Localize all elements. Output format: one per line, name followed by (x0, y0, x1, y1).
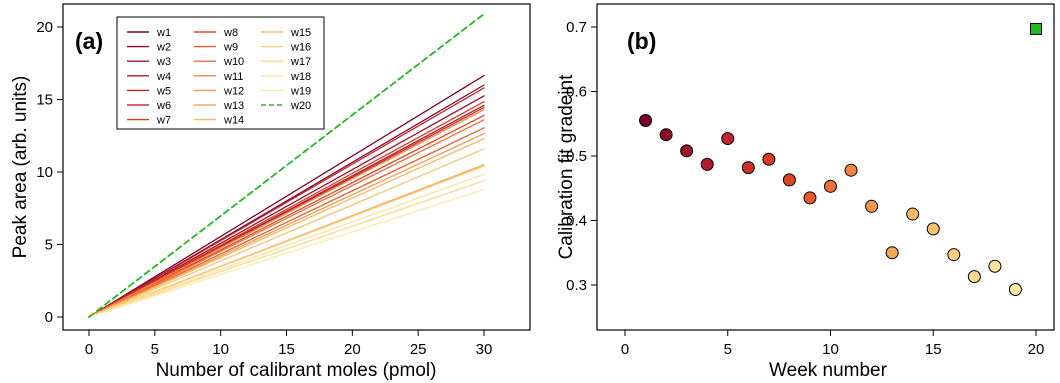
legend-label-w19: w19 (290, 85, 311, 97)
x-tick-label: 15 (925, 341, 942, 358)
data-point-w16 (947, 248, 961, 262)
legend-label-w4: w4 (156, 71, 171, 83)
panel-b-tag: (b) (627, 28, 656, 54)
panel-a-frame (62, 3, 531, 331)
series-line-w17 (88, 180, 485, 318)
panel-b-x-ticks: 0 5 10 15 20 (621, 330, 1045, 358)
data-point-w15 (926, 222, 940, 236)
x-tick-label: 5 (724, 341, 732, 358)
data-point-w5 (721, 132, 735, 146)
legend-label-w12: w12 (223, 85, 244, 97)
legend-label-w1: w1 (156, 27, 171, 39)
data-point-w17 (967, 270, 981, 284)
y-tick-label: 0.4 (566, 213, 587, 230)
panel-b-gradient-scatter: 0 5 10 15 20 0.3 0.4 0.5 0.6 0.7 Week number Cal… (556, 3, 1055, 381)
series-line-w9 (88, 127, 485, 318)
x-tick-label: 0 (621, 341, 629, 358)
data-point-w1 (639, 114, 653, 128)
data-point-w18 (988, 259, 1002, 273)
legend-label-w17: w17 (290, 56, 311, 68)
data-point-w9 (803, 191, 817, 205)
x-tick-label: 0 (85, 341, 93, 358)
legend-label-w9: w9 (223, 42, 238, 54)
data-point-w13 (885, 246, 899, 260)
data-point-w7 (762, 152, 776, 166)
data-point-w3 (680, 144, 694, 158)
series-line-w10 (88, 119, 485, 318)
series-line-w16 (88, 165, 485, 318)
x-tick-label: 5 (151, 341, 159, 358)
legend-label-w5: w5 (156, 85, 171, 97)
x-tick-label: 20 (344, 341, 361, 358)
y-tick-label: 0.3 (566, 277, 587, 294)
panel-b-x-axis-label: Week number (769, 360, 888, 381)
series-line-w19 (88, 188, 485, 318)
legend-label-w13: w13 (223, 100, 244, 112)
series-line-w14 (88, 137, 485, 318)
series-line-w12 (88, 132, 485, 318)
legend-label-w7: w7 (156, 115, 171, 127)
panel-a-x-ticks: 0 5 10 15 20 25 30 (85, 330, 493, 358)
data-point-w12 (865, 199, 879, 213)
legend-box (116, 16, 325, 130)
y-tick-label: 20 (36, 19, 53, 36)
y-tick-label: 10 (36, 164, 53, 181)
x-tick-label: 30 (476, 341, 493, 358)
data-point-w2 (659, 128, 673, 142)
y-tick-label: 15 (36, 92, 53, 109)
data-point-w6 (741, 161, 755, 175)
x-tick-label: 20 (1028, 341, 1045, 358)
data-point-w20 (1030, 22, 1042, 35)
data-point-w11 (844, 163, 858, 177)
panel-a-calibration-lines: 0 5 10 15 20 25 30 0 5 10 15 20 Number of calibran… (10, 3, 531, 381)
legend-label-w18: w18 (290, 71, 311, 83)
x-tick-label: 10 (212, 341, 229, 358)
series-line-w18 (88, 173, 485, 318)
y-tick-label: 0.6 (566, 84, 587, 101)
data-point-w14 (906, 207, 920, 221)
series-line-w7 (88, 101, 485, 318)
y-tick-label: 0.5 (566, 148, 587, 165)
data-point-w8 (782, 173, 796, 187)
panel-a-x-axis-label: Number of calibrant moles (pmol) (156, 360, 437, 381)
x-tick-label: 10 (822, 341, 839, 358)
series-line-w5 (88, 87, 485, 318)
legend-label-w6: w6 (156, 100, 171, 112)
panel-a-y-axis-label: Peak area (arb. units) (10, 76, 31, 259)
panel-b-frame (596, 3, 1055, 331)
legend-label-w2: w2 (156, 42, 171, 54)
panel-b-points (639, 22, 1042, 297)
data-point-w19 (1008, 283, 1022, 297)
panel-a-series-lines (88, 13, 485, 318)
legend-label-w16: w16 (290, 42, 311, 54)
panel-b-y-ticks: 0.3 0.4 0.5 0.6 0.7 (566, 19, 597, 294)
series-line-w15 (88, 148, 485, 318)
data-point-w10 (824, 179, 837, 193)
y-tick-label: 0 (45, 309, 53, 326)
series-line-w11 (88, 109, 485, 318)
legend-label-w10: w10 (223, 56, 244, 68)
legend-label-w14: w14 (223, 115, 244, 127)
legend-label-w20: w20 (290, 100, 311, 112)
legend-label-w3: w3 (156, 56, 171, 68)
legend-label-w8: w8 (223, 27, 238, 39)
series-line-w3 (88, 95, 485, 318)
x-tick-label: 15 (278, 341, 295, 358)
legend-label-w15: w15 (290, 27, 311, 39)
data-point-w4 (700, 157, 714, 171)
panel-a-tag: (a) (75, 28, 103, 54)
panel-a-legend: w1 w2 w3 w4 w5 w6 w7 w8 w9 w10 w11 w12 w13 w14 w15 w16 w… (116, 16, 325, 130)
series-line-w20 (88, 13, 485, 318)
y-tick-label: 5 (45, 237, 53, 254)
series-line-w1 (88, 74, 485, 318)
panel-a-y-ticks: 0 5 10 15 20 (36, 19, 63, 326)
y-tick-label: 0.7 (566, 19, 587, 36)
x-tick-label: 25 (410, 341, 427, 358)
panel-b-y-axis-label: Calibration fit gradeint (556, 74, 577, 260)
legend-label-w11: w11 (223, 71, 243, 83)
